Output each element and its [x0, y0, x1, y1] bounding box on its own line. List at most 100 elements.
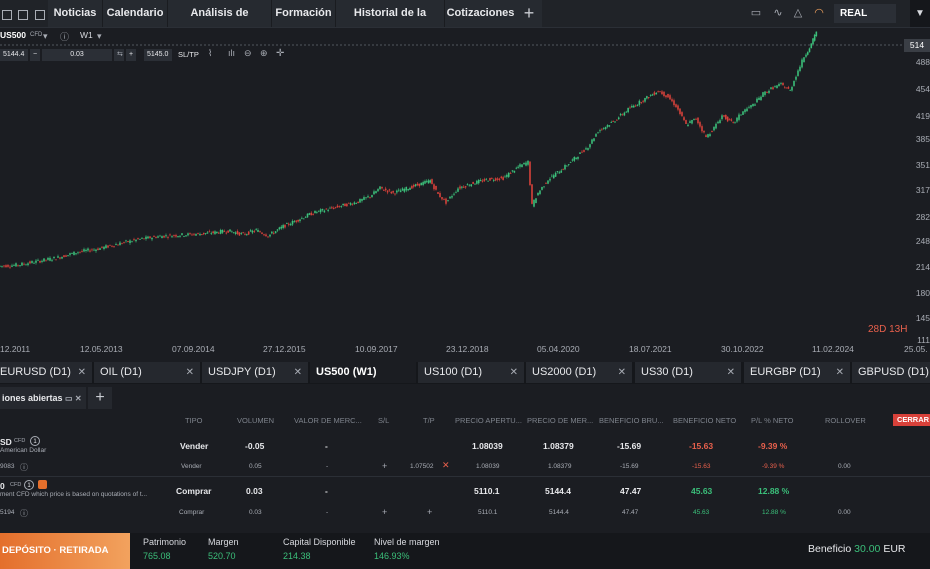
candle-body — [732, 121, 734, 123]
col-beneficio-neto[interactable]: BENEFICIO NETO — [673, 416, 737, 425]
tab-analisis[interactable]: Análisis de mercado — [168, 0, 272, 46]
fullscreen-icon[interactable] — [2, 10, 12, 20]
add-tp-icon[interactable]: + — [427, 507, 433, 517]
candle-body — [738, 114, 740, 120]
chevron-down-icon[interactable]: ▾ — [43, 31, 48, 41]
info-icon[interactable]: ⓘ — [60, 32, 70, 42]
info-icon[interactable]: ⓘ — [20, 509, 28, 518]
candle-body — [521, 164, 523, 168]
order-id: 9083 — [0, 463, 15, 470]
col-precio-apertura[interactable]: PRECIO APERTU... — [455, 416, 522, 425]
candle-body — [655, 92, 658, 95]
col-precio-mercado[interactable]: PRECIO DE MER... — [527, 416, 594, 425]
close-icon[interactable]: ✕ — [77, 367, 86, 378]
account-mode-badge[interactable]: REAL — [834, 4, 896, 23]
instrument-tab-eurusd[interactable]: EURUSD (D1) ✕ — [0, 362, 92, 383]
indicators-icon[interactable]: ılı — [228, 48, 236, 58]
candle-body — [297, 219, 299, 222]
tab-noticias[interactable]: Noticias — [48, 0, 103, 27]
instrument-tab-us500[interactable]: US500 (W1) — [310, 362, 416, 383]
instrument-tab-usdjpy[interactable]: USDJPY (D1) ✕ — [202, 362, 308, 383]
date-tick: 11.02.2024 — [812, 344, 854, 354]
price-chart[interactable] — [0, 28, 930, 358]
info-icon[interactable]: ⓘ — [20, 463, 28, 472]
candle-body — [107, 245, 109, 248]
close-icon[interactable]: ✕ — [293, 367, 302, 378]
crosshair-icon[interactable]: ✛ — [276, 48, 285, 59]
zoom-out-icon[interactable]: ⊖ — [244, 48, 252, 58]
instrument-symbol[interactable]: US500 — [0, 30, 26, 40]
signal-icon[interactable]: ∿ — [773, 7, 783, 19]
layout-icon[interactable]: ▭ — [750, 7, 762, 19]
candle-body — [247, 231, 250, 235]
candle-body — [498, 178, 501, 180]
volume-increase-button[interactable]: + — [126, 49, 136, 61]
close-all-button[interactable]: CERRAR — [893, 414, 930, 426]
candle-body — [153, 236, 155, 237]
free-capital-stat: Capital Disponible 214.38 — [283, 537, 356, 561]
close-icon[interactable]: ✕ — [835, 367, 844, 378]
add-sl-icon[interactable]: + — [382, 461, 388, 471]
add-tab-button[interactable]: + — [516, 0, 542, 27]
tab-cotizaciones[interactable]: Cotizaciones — [445, 0, 517, 27]
remove-tp-icon[interactable]: ✕ — [442, 460, 450, 470]
deposit-withdraw-button[interactable]: DEPÓSITO · RETIRADA — [0, 533, 130, 569]
instrument-tab-gbpusd[interactable]: GBPUSD (D1) — [852, 362, 930, 383]
candle-body — [139, 238, 141, 240]
line-chart-icon[interactable]: ⌇ — [208, 48, 213, 58]
chart-area[interactable] — [0, 28, 930, 358]
col-rollover[interactable]: ROLLOVER — [825, 416, 866, 425]
swap-icon[interactable]: ⇆ — [114, 49, 124, 61]
candle-body — [15, 263, 17, 267]
sltp-button[interactable]: SL/TP — [178, 50, 199, 59]
date-tick: 30.10.2022 — [721, 344, 764, 354]
tab-historial[interactable]: Historial de la cuenta — [336, 0, 445, 46]
order-open-price: 5110.1 — [478, 509, 498, 516]
close-icon[interactable]: ✕ — [509, 367, 518, 378]
candle-body — [371, 195, 373, 198]
instrument-tab-oil[interactable]: OIL (D1) ✕ — [94, 362, 200, 383]
position-symbol[interactable]: SD — [0, 437, 12, 447]
add-panel-button[interactable]: + — [88, 387, 112, 409]
candle-body — [754, 104, 756, 106]
col-pl-neto[interactable]: P/L % NETO — [751, 416, 794, 425]
close-icon[interactable]: ✕ — [726, 367, 735, 378]
close-icon[interactable]: ✕ — [617, 367, 626, 378]
candle-body — [111, 245, 113, 247]
candle-body — [541, 186, 543, 190]
add-sl-icon[interactable]: + — [382, 507, 388, 517]
col-sl[interactable]: S/L — [378, 416, 390, 425]
chevron-down-icon[interactable]: ▼ — [910, 0, 930, 27]
price-tick: 248 — [915, 236, 930, 246]
instrument-tab-us2000[interactable]: US2000 (D1) ✕ — [526, 362, 632, 383]
col-valor-mercado[interactable]: VALOR DE MERC... — [294, 416, 362, 425]
zoom-in-icon[interactable]: ⊕ — [260, 48, 268, 58]
col-tipo[interactable]: TIPO — [185, 416, 203, 425]
positions-tab[interactable]: iones abiertas ▭ ✕ — [0, 387, 86, 409]
position-symbol[interactable]: 0 — [0, 481, 5, 491]
candle-body — [329, 207, 331, 209]
tab-calendario[interactable]: Calendario — [103, 0, 168, 27]
popout-icon[interactable] — [34, 10, 45, 20]
ask-price-button[interactable]: 5145.0 — [144, 49, 172, 61]
window-icon[interactable]: ▭ ✕ — [65, 394, 82, 403]
chevron-down-icon[interactable]: ▾ — [97, 31, 102, 41]
volume-decrease-button[interactable]: − — [30, 49, 40, 61]
price-tick: 454 — [915, 84, 930, 94]
col-volumen[interactable]: VOLUMEN — [237, 416, 275, 425]
bell-icon[interactable]: △ — [793, 7, 803, 19]
instrument-tab-us100[interactable]: US100 (D1) ✕ — [418, 362, 524, 383]
minimize-icon[interactable] — [18, 10, 29, 20]
bid-price-button[interactable]: 5144.4 — [0, 49, 28, 61]
col-tp[interactable]: T/P — [423, 416, 435, 425]
instrument-tab-eurgbp[interactable]: EURGBP (D1) ✕ — [744, 362, 850, 383]
timeframe-select[interactable]: W1 — [80, 30, 93, 40]
candle-body — [63, 255, 65, 258]
instrument-tab-us30[interactable]: US30 (D1) ✕ — [635, 362, 741, 383]
tab-formacion[interactable]: Formación — [272, 0, 336, 27]
candle-body — [575, 157, 577, 159]
col-beneficio-bruto[interactable]: BENEFICIO BRU... — [599, 416, 664, 425]
close-icon[interactable]: ✕ — [185, 367, 194, 378]
candle-body — [420, 182, 423, 186]
volume-input[interactable]: 0.03 — [42, 49, 112, 61]
